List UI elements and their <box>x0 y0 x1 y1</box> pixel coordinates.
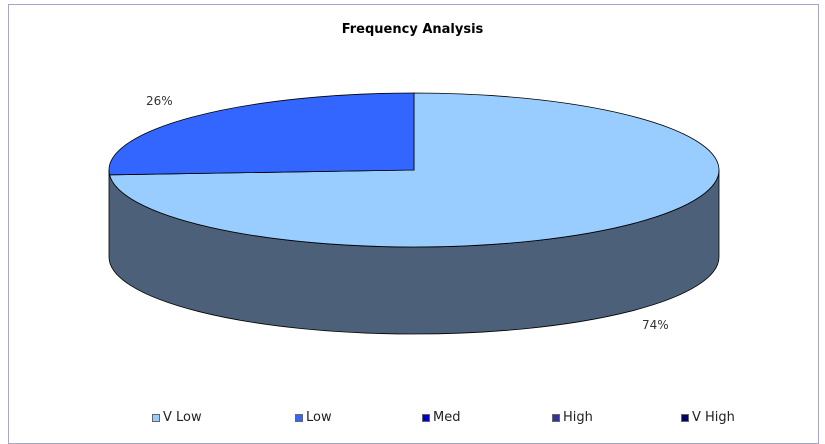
legend-item-low: Low <box>295 410 332 425</box>
legend-label-v-high: V High <box>692 410 735 425</box>
chart-title: Frequency Analysis <box>341 22 484 37</box>
legend-label-high: High <box>563 410 593 425</box>
legend-item-v-high: V High <box>681 410 735 425</box>
legend-swatch-high <box>552 413 560 422</box>
legend-item-high: High <box>552 410 593 425</box>
legend-swatch-v-high <box>681 413 689 422</box>
pie-slice-low <box>108 92 415 176</box>
legend-label-low: Low <box>306 410 332 425</box>
legend-label-med: Med <box>433 410 461 425</box>
data-label-v-low: 74% <box>642 318 669 332</box>
legend: V Low Low Med High V High <box>0 410 825 430</box>
legend-item-med: Med <box>422 410 460 425</box>
legend-swatch-low <box>295 413 303 422</box>
legend-label-v-low: V Low <box>163 410 202 425</box>
legend-swatch-med <box>422 413 430 422</box>
data-label-low: 26% <box>146 94 173 108</box>
legend-item-v-low: V Low <box>152 410 202 425</box>
legend-swatch-v-low <box>152 413 160 422</box>
